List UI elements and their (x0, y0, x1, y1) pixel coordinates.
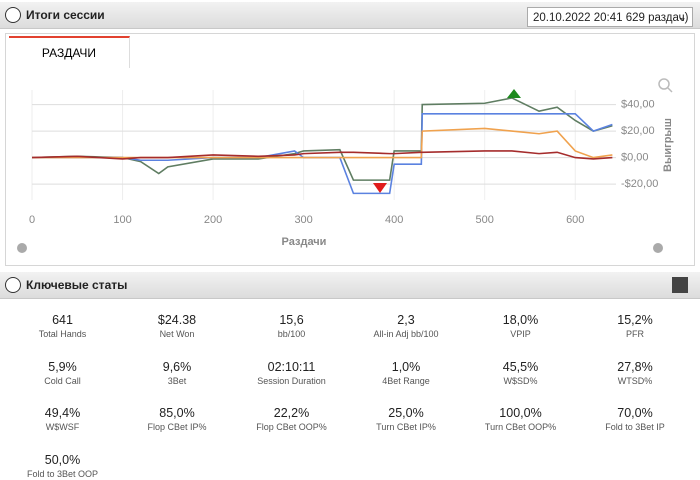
y-axis-label: Выигрыш (662, 118, 674, 172)
stat: 641 Total Hands (5, 313, 120, 339)
collapse-button[interactable] (5, 7, 21, 23)
y-tick-label: $0,00 (621, 151, 649, 163)
series-line (31, 150, 613, 160)
stat-value: 49,4% (44, 406, 81, 420)
stat-label: All-in Adj bb/100 (373, 329, 439, 339)
session-header: Итоги сессии 20.10.2022 20:41 629 раздач… (0, 2, 700, 29)
x-tick-label: 400 (385, 214, 403, 226)
x-tick-label: 200 (204, 214, 222, 226)
zoom-icon[interactable] (658, 78, 670, 90)
session-select[interactable]: 20.10.2022 20:41 629 раздач) ⌄ (527, 7, 693, 27)
stat-label: 4Bet Range (382, 375, 430, 386)
series-line (31, 97, 613, 181)
stat-value: 22,2% (273, 406, 310, 420)
stat: 15,2% PFR (578, 313, 693, 339)
stat-label: W$WSF (45, 422, 80, 432)
stat-value: 100,0% (499, 406, 542, 420)
stat-label: VPIP (510, 329, 531, 339)
stat: 49,4% W$WSF (5, 406, 120, 432)
tab-panel: РАЗДАЧИ (5, 33, 695, 266)
zoom-icon-handle (667, 87, 673, 93)
series-line (32, 113, 613, 195)
stat: 1,0% 4Bet Range (349, 360, 464, 386)
layout-button[interactable] (672, 277, 688, 293)
stat-value: 85,0% (159, 406, 195, 420)
y-tick-label: $20,00 (621, 125, 655, 137)
stat-value: 15,6 (279, 313, 304, 327)
chart: 0 100 200 300 400 500 600 -$20,00 $0,00 $20,00 $40… (17, 78, 674, 253)
stat-value: 2,3 (397, 313, 415, 327)
stat-value: 18,0% (502, 313, 539, 327)
stat-label: Cold Call (44, 375, 81, 386)
y-tick-label: -$20,00 (621, 178, 658, 190)
stat-label: Total Hands (38, 329, 87, 339)
x-tick-label: 300 (294, 214, 312, 226)
stats-header: Ключевые статы (0, 272, 700, 299)
stat: 50,0% Fold to 3Bet OOP (5, 453, 120, 479)
stat: 85,0% Flop CBet IP% (120, 406, 235, 432)
stat-value: 15,2% (617, 313, 653, 327)
stat-label: 3Bet (167, 375, 187, 386)
tab[interactable]: РАЗДАЧИ (9, 36, 130, 68)
collapse-button[interactable] (5, 277, 21, 293)
stat-label: Flop CBet OOP% (256, 422, 327, 432)
stat-value: 5,9% (48, 359, 77, 374)
stat: 25,0% Turn CBet IP% (349, 406, 464, 432)
stats-title: Ключевые статы (26, 278, 128, 292)
stat: 9,6% 3Bet (120, 360, 235, 386)
stat: 70,0% Fold to 3Bet IP (578, 406, 693, 432)
stat: 15,6 bb/100 (234, 313, 349, 339)
info-icon[interactable] (653, 243, 663, 253)
stat-label: PFR (626, 329, 644, 339)
stat-label: Flop CBet IP% (147, 422, 207, 432)
stat: 100,0% Turn CBet OOP% (463, 406, 578, 432)
header-title: Итоги сессии (26, 8, 105, 22)
x-tick-label: 0 (29, 214, 35, 226)
stat-value: 27,8% (617, 359, 653, 374)
stat-label: Session Duration (257, 375, 326, 386)
settings-icon[interactable] (17, 243, 27, 253)
stat-value: 25,0% (388, 406, 424, 420)
stat-label: Net Won (159, 329, 195, 339)
session-label: 20.10.2022 20:41 629 раздач) (533, 12, 689, 24)
stat: 5,9% Cold Call (5, 360, 120, 386)
stat-label: Fold to 3Bet OOP (26, 468, 99, 479)
stat: 45,5% W$SD% (463, 360, 578, 386)
stat-value: $24.38 (157, 313, 197, 327)
stat-value: 50,0% (44, 452, 81, 467)
stat: 02:10:11 Session Duration (234, 360, 349, 386)
min-marker (373, 183, 387, 193)
stat-label: Fold to 3Bet IP (605, 422, 665, 432)
stat: 22,2% Flop CBet OOP% (234, 406, 349, 432)
stat-value: 641 (52, 313, 73, 327)
stat-label: W$SD% (503, 375, 538, 386)
stat-value: 1,0% (391, 359, 421, 374)
stat-value: 70,0% (617, 406, 653, 420)
stat: $24.38 Net Won (120, 313, 235, 339)
stat: 2,3 All-in Adj bb/100 (349, 313, 464, 339)
x-tick-label: 500 (476, 214, 494, 226)
stat-value: 02:10:11 (267, 359, 316, 374)
stat-value: 9,6% (162, 359, 192, 374)
stat-label: bb/100 (277, 329, 306, 339)
stat-label: WTSD% (617, 375, 653, 386)
stat: 18,0% VPIP (463, 313, 578, 339)
stat-value: 45,5% (502, 359, 539, 374)
y-tick-label: $40,00 (621, 98, 655, 110)
max-marker (507, 89, 521, 98)
stat: 27,8% WTSD% (578, 360, 693, 386)
x-tick-label: 600 (566, 214, 584, 226)
x-tick-label: 100 (113, 214, 131, 226)
stat-label: Turn CBet OOP% (484, 422, 557, 432)
x-axis-label: Раздачи (282, 236, 327, 248)
stat-label: Turn CBet IP% (376, 422, 436, 432)
